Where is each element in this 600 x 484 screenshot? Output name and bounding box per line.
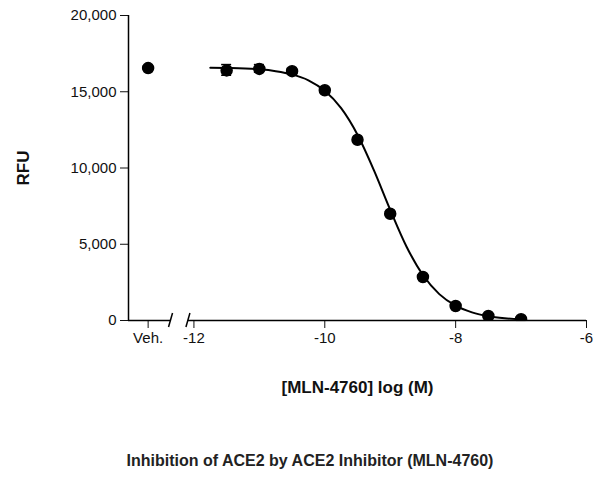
svg-text:-8: -8: [449, 329, 462, 346]
svg-text:0: 0: [108, 311, 116, 328]
svg-text:RFU: RFU: [14, 151, 33, 186]
svg-text:-6: -6: [580, 329, 593, 346]
html-text:Inhibition of ACE2 by ACE2 Inh: Inhibition of ACE2 by ACE2 Inhibitor (ML…: [126, 452, 494, 469]
svg-text:-10: -10: [314, 329, 336, 346]
svg-text:Veh.: Veh.: [133, 329, 163, 346]
svg-text:20,000: 20,000: [71, 6, 117, 23]
svg-text:15,000: 15,000: [71, 83, 117, 100]
svg-text:10,000: 10,000: [71, 159, 117, 176]
svg-text:[MLN-4760] log (M): [MLN-4760] log (M): [281, 378, 433, 397]
svg-text:-12: -12: [183, 329, 205, 346]
svg-text:5,000: 5,000: [79, 235, 117, 252]
